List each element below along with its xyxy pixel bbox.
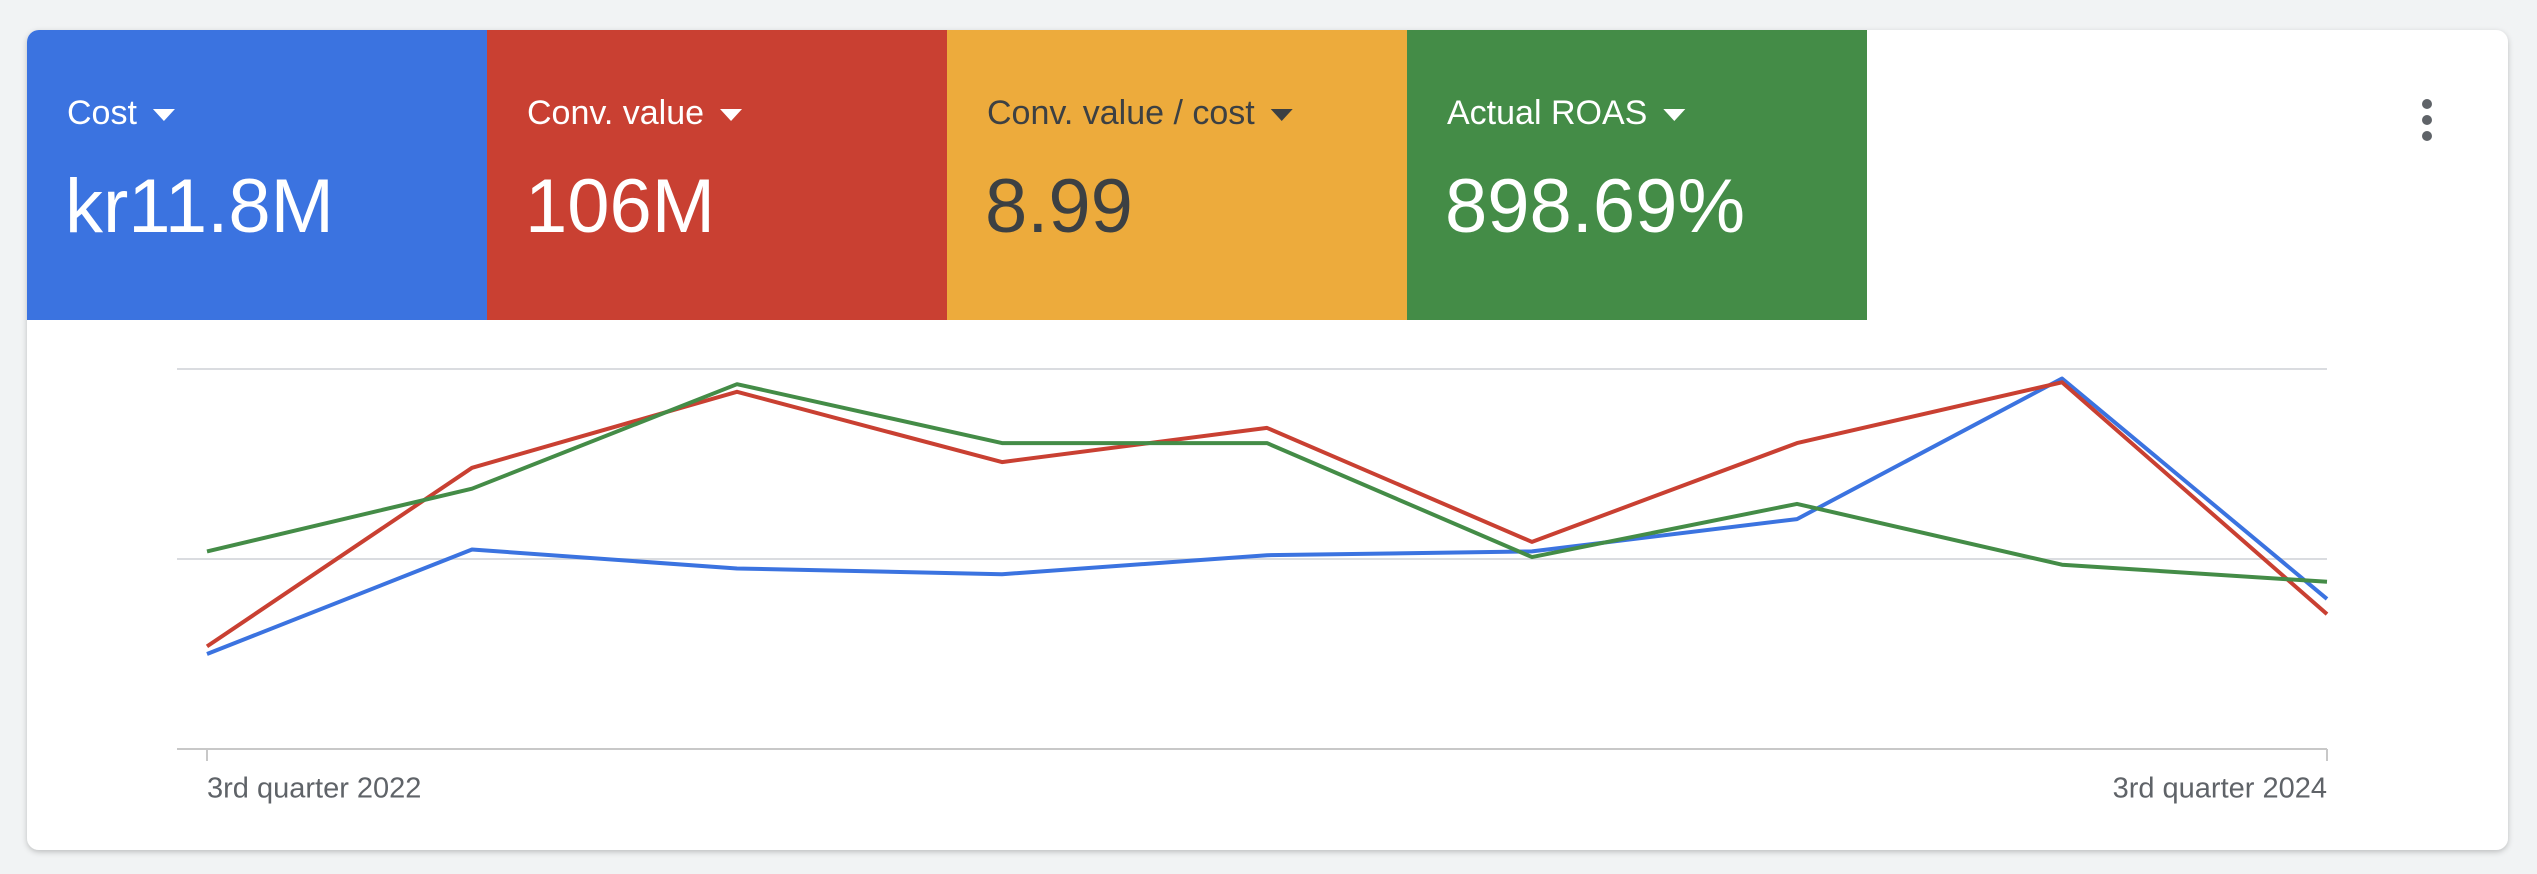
scorecard[interactable]: Cost kr11.8M [27, 30, 487, 320]
scorecard-value: 106M [525, 164, 715, 249]
scorecard[interactable]: Conv. value / cost 8.99 [947, 30, 1407, 320]
scorecard[interactable]: Conv. value 106M [487, 30, 947, 320]
dropdown-arrow [152, 109, 175, 121]
scorecard[interactable]: Actual ROAS 898.69% [1407, 30, 1867, 320]
scorecard-bg [487, 30, 947, 320]
scorecard-bg [1407, 30, 1867, 320]
more-menu[interactable] [2422, 99, 2432, 141]
series-line [206, 376, 2329, 656]
scorecard-bg [947, 30, 1407, 320]
dropdown-arrow [720, 109, 743, 121]
scorecard-bg [27, 30, 487, 320]
dropdown-arrow [1270, 109, 1293, 121]
dropdown-arrow [1663, 109, 1686, 121]
scorecard-value: kr11.8M [65, 164, 334, 249]
series-line [206, 382, 2328, 584]
scorecard-label: Conv. value [527, 94, 704, 132]
scorecards: Cost kr11.8M Conv. value 106M Conv. value / … [27, 30, 1867, 320]
scorecard-label: Cost [67, 94, 137, 132]
scorecard-label: Actual ROAS [1447, 94, 1647, 132]
plot: 3rd quarter 2022 3rd quarter 2024 [177, 368, 2329, 805]
scorecard-label: Conv. value / cost [987, 94, 1255, 132]
x-tick-label: 3rd quarter 2024 [2113, 773, 2327, 805]
x-tick-label: 3rd quarter 2022 [207, 773, 421, 805]
scorecard-value: 8.99 [985, 164, 1133, 249]
series-line [205, 380, 2329, 649]
scorecard-value: 898.69% [1445, 164, 1745, 249]
